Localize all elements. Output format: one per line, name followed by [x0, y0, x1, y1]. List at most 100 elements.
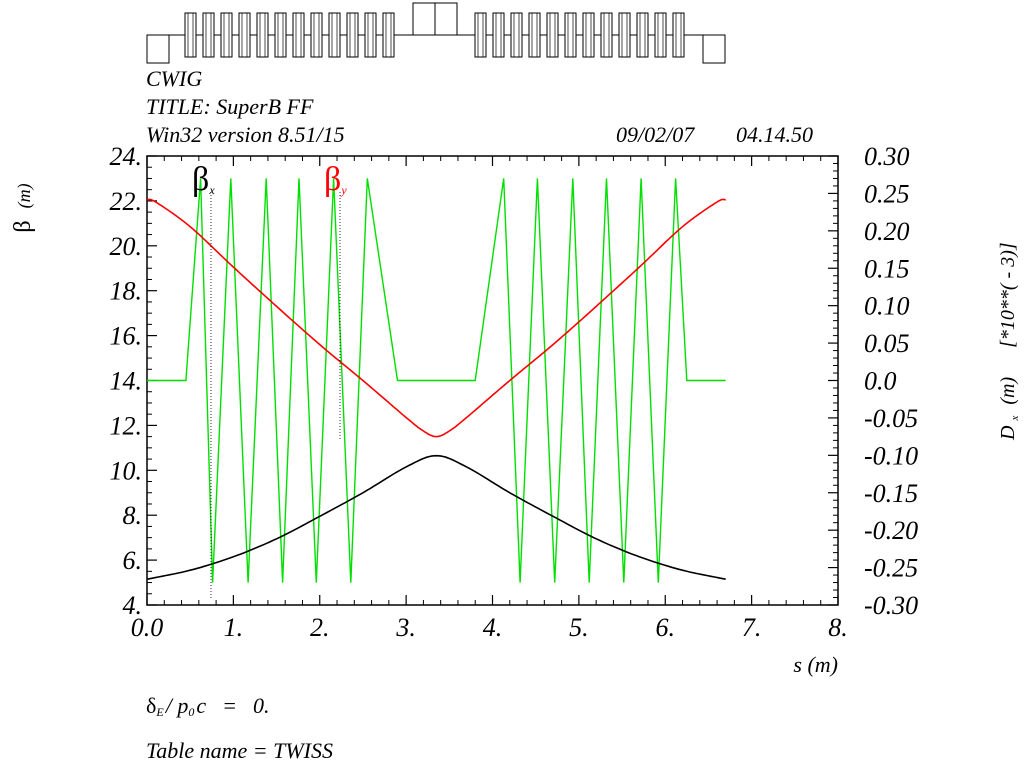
legend-beta-x-sub: x	[208, 183, 215, 197]
energy-spread-label: δE/ p0c = 0.	[146, 693, 269, 719]
y-left-tick-label: 12.	[110, 411, 143, 440]
svg-text:D x (m) [*10: D x (m) [*10**( - 3)]	[997, 242, 1023, 441]
wiggler-pole	[202, 12, 215, 58]
plot-title: TITLE: SuperB FF	[146, 94, 314, 119]
wiggler-pole	[600, 12, 613, 58]
wiggler-pole	[618, 12, 631, 58]
y-right-tick-label: -0.10	[864, 441, 918, 470]
center-magnet	[412, 2, 436, 36]
wiggler-pole	[582, 12, 595, 58]
wiggler-pole	[220, 12, 233, 58]
legend-beta-x-symbol: β	[192, 161, 209, 198]
wiggler-pole	[528, 12, 541, 58]
delta-value: 0.	[253, 693, 270, 718]
y-left-tick-label: 4.	[123, 591, 143, 620]
y-left-tick-label: 24.	[110, 142, 143, 171]
machine-name: CWIG	[146, 66, 202, 91]
delta-slash: / p	[164, 693, 189, 718]
y-left-tick-label: 16.	[110, 322, 143, 351]
y-right-tick-label: 0.0	[864, 367, 897, 396]
x-tick-label: 5.	[569, 613, 589, 642]
x-tick-label: 7.	[742, 613, 762, 642]
wiggler-pole	[238, 12, 251, 58]
y-right-axis-scale: [*10**( - 3)]	[997, 242, 1019, 348]
y-left-axis-unit: (m)	[14, 183, 35, 208]
y-right-axis-unit: (m)	[997, 377, 1019, 405]
wiggler-pole	[382, 12, 395, 58]
wiggler-pole	[184, 12, 197, 58]
wiggler-pole	[672, 12, 685, 58]
wiggler-pole	[654, 12, 667, 58]
delta-eq: =	[222, 693, 237, 718]
x-tick-label: 8.	[828, 613, 848, 642]
center-magnet	[434, 2, 458, 36]
version-label: Win32 version 8.51/15	[146, 122, 345, 147]
y-left-tick-label: 22.	[110, 187, 143, 216]
delta-symbol: δ	[146, 693, 156, 718]
y-right-tick-label: 0.30	[864, 142, 910, 171]
y-right-tick-label: 0.10	[864, 292, 910, 321]
y-left-tick-label: 20.	[110, 232, 143, 261]
lattice-layout-strip	[146, 2, 726, 64]
dipole-magnet	[146, 34, 170, 64]
x-tick-label: 4.	[483, 613, 503, 642]
x-tick-label: 1.	[224, 613, 244, 642]
x-tick-label: 2.	[310, 613, 330, 642]
wiggler-pole	[256, 12, 269, 58]
delta-c: c	[196, 693, 206, 718]
wiggler-pole	[346, 12, 359, 58]
y-right-tick-label: -0.30	[864, 591, 918, 620]
series-line-beta-x	[146, 454, 726, 580]
legend-entry-beta-y: βy	[324, 161, 347, 198]
date-label: 09/02/07	[616, 122, 695, 147]
svg-text:β (m): β (m)	[10, 183, 36, 232]
y-right-axis-main: D	[997, 425, 1019, 441]
dipole-magnet	[702, 34, 726, 64]
y-right-axis-sub: x	[1009, 416, 1021, 422]
y-right-tick-label: 0.15	[864, 254, 910, 283]
wiggler-pole	[636, 12, 649, 58]
x-tick-label: 3.	[395, 613, 416, 642]
wiggler-pole	[546, 12, 559, 58]
y-left-axis-label: β (m)	[10, 183, 36, 232]
y-left-axis-ticks: 4. 6. 8. 10. 12. 14. 16. 18. 20. 22. 24.	[110, 142, 157, 620]
delta-sub: E	[155, 705, 164, 719]
x-axis-ticks: 0.0 1. 2. 3. 4. 5. 6. 7. 8.	[131, 156, 848, 642]
y-right-tick-label: 0.20	[864, 217, 910, 246]
x-tick-label: 6.	[656, 613, 676, 642]
wiggler-pole	[564, 12, 577, 58]
series-line-dispersion	[147, 178, 726, 583]
legend: βx βy	[192, 161, 347, 600]
delta-sub2: 0	[188, 705, 194, 719]
wiggler-pole	[492, 12, 505, 58]
y-right-tick-label: -0.05	[864, 404, 918, 433]
series-line-beta-y	[147, 198, 726, 438]
y-right-tick-label: 0.25	[864, 179, 910, 208]
y-left-tick-label: 10.	[110, 456, 143, 485]
legend-beta-y-symbol: β	[324, 161, 341, 198]
y-left-tick-label: 18.	[110, 277, 143, 306]
y-left-axis-symbol: β	[10, 220, 36, 232]
y-right-tick-label: 0.05	[864, 329, 910, 358]
x-tick-label: 0.0	[131, 613, 164, 642]
y-right-tick-label: -0.15	[864, 479, 918, 508]
y-right-axis-label: D x (m) [*10**( - 3)]	[997, 242, 1023, 441]
legend-entry-beta-x: βx	[192, 161, 215, 198]
wiggler-pole	[292, 12, 305, 58]
wiggler-pole	[474, 12, 487, 58]
y-left-tick-label: 6.	[123, 546, 143, 575]
y-right-tick-label: -0.25	[864, 554, 918, 583]
wiggler-pole	[328, 12, 341, 58]
legend-beta-y-sub: y	[340, 183, 347, 197]
y-left-tick-label: 8.	[123, 501, 143, 530]
y-left-tick-label: 14.	[110, 367, 143, 396]
y-right-axis-ticks: -0.30 -0.25 -0.20 -0.15 -0.10 -0.05 0.0 0.05 0.1…	[828, 142, 918, 620]
wiggler-pole	[310, 12, 323, 58]
wiggler-pole	[274, 12, 287, 58]
table-name-label: Table name = TWISS	[146, 738, 333, 763]
wiggler-pole	[364, 12, 377, 58]
wiggler-pole	[510, 12, 523, 58]
time-label: 04.14.50	[736, 122, 813, 147]
x-axis-label: s (m)	[793, 652, 838, 677]
